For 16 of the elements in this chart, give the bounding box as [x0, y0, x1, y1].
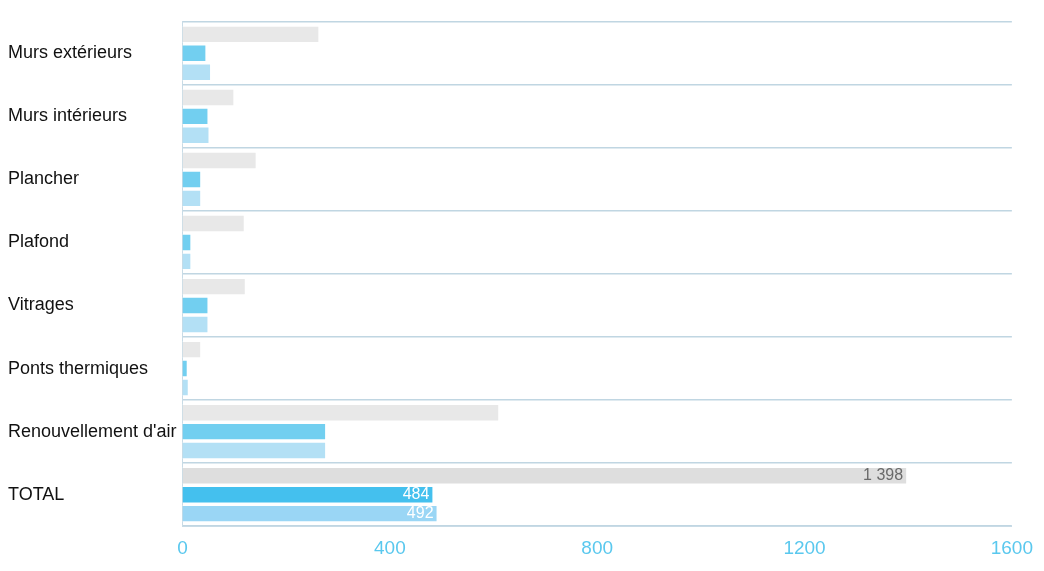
- y-tick-label: Murs extérieurs: [8, 42, 133, 63]
- x-tick-label: 1600: [990, 536, 1034, 558]
- y-tick-label: Renouvellement d'air: [8, 420, 177, 441]
- y-tick-label: Murs intérieurs: [8, 105, 128, 126]
- x-tick-label: 0: [177, 536, 188, 558]
- y-tick-label: Vitrages: [8, 294, 74, 315]
- y-tick-label: Plafond: [8, 231, 70, 252]
- data-label: 492: [406, 504, 434, 521]
- y-tick-label: Plancher: [8, 168, 80, 189]
- y-tick-label: Ponts thermiques: [8, 357, 149, 378]
- data-label: 1 398: [863, 466, 904, 484]
- y-tick-label: TOTAL: [8, 483, 65, 504]
- data-label: 484: [402, 485, 430, 503]
- x-tick-label: 800: [581, 536, 614, 558]
- x-tick-label: 400: [374, 536, 406, 558]
- x-tick-label: 1200: [783, 536, 826, 558]
